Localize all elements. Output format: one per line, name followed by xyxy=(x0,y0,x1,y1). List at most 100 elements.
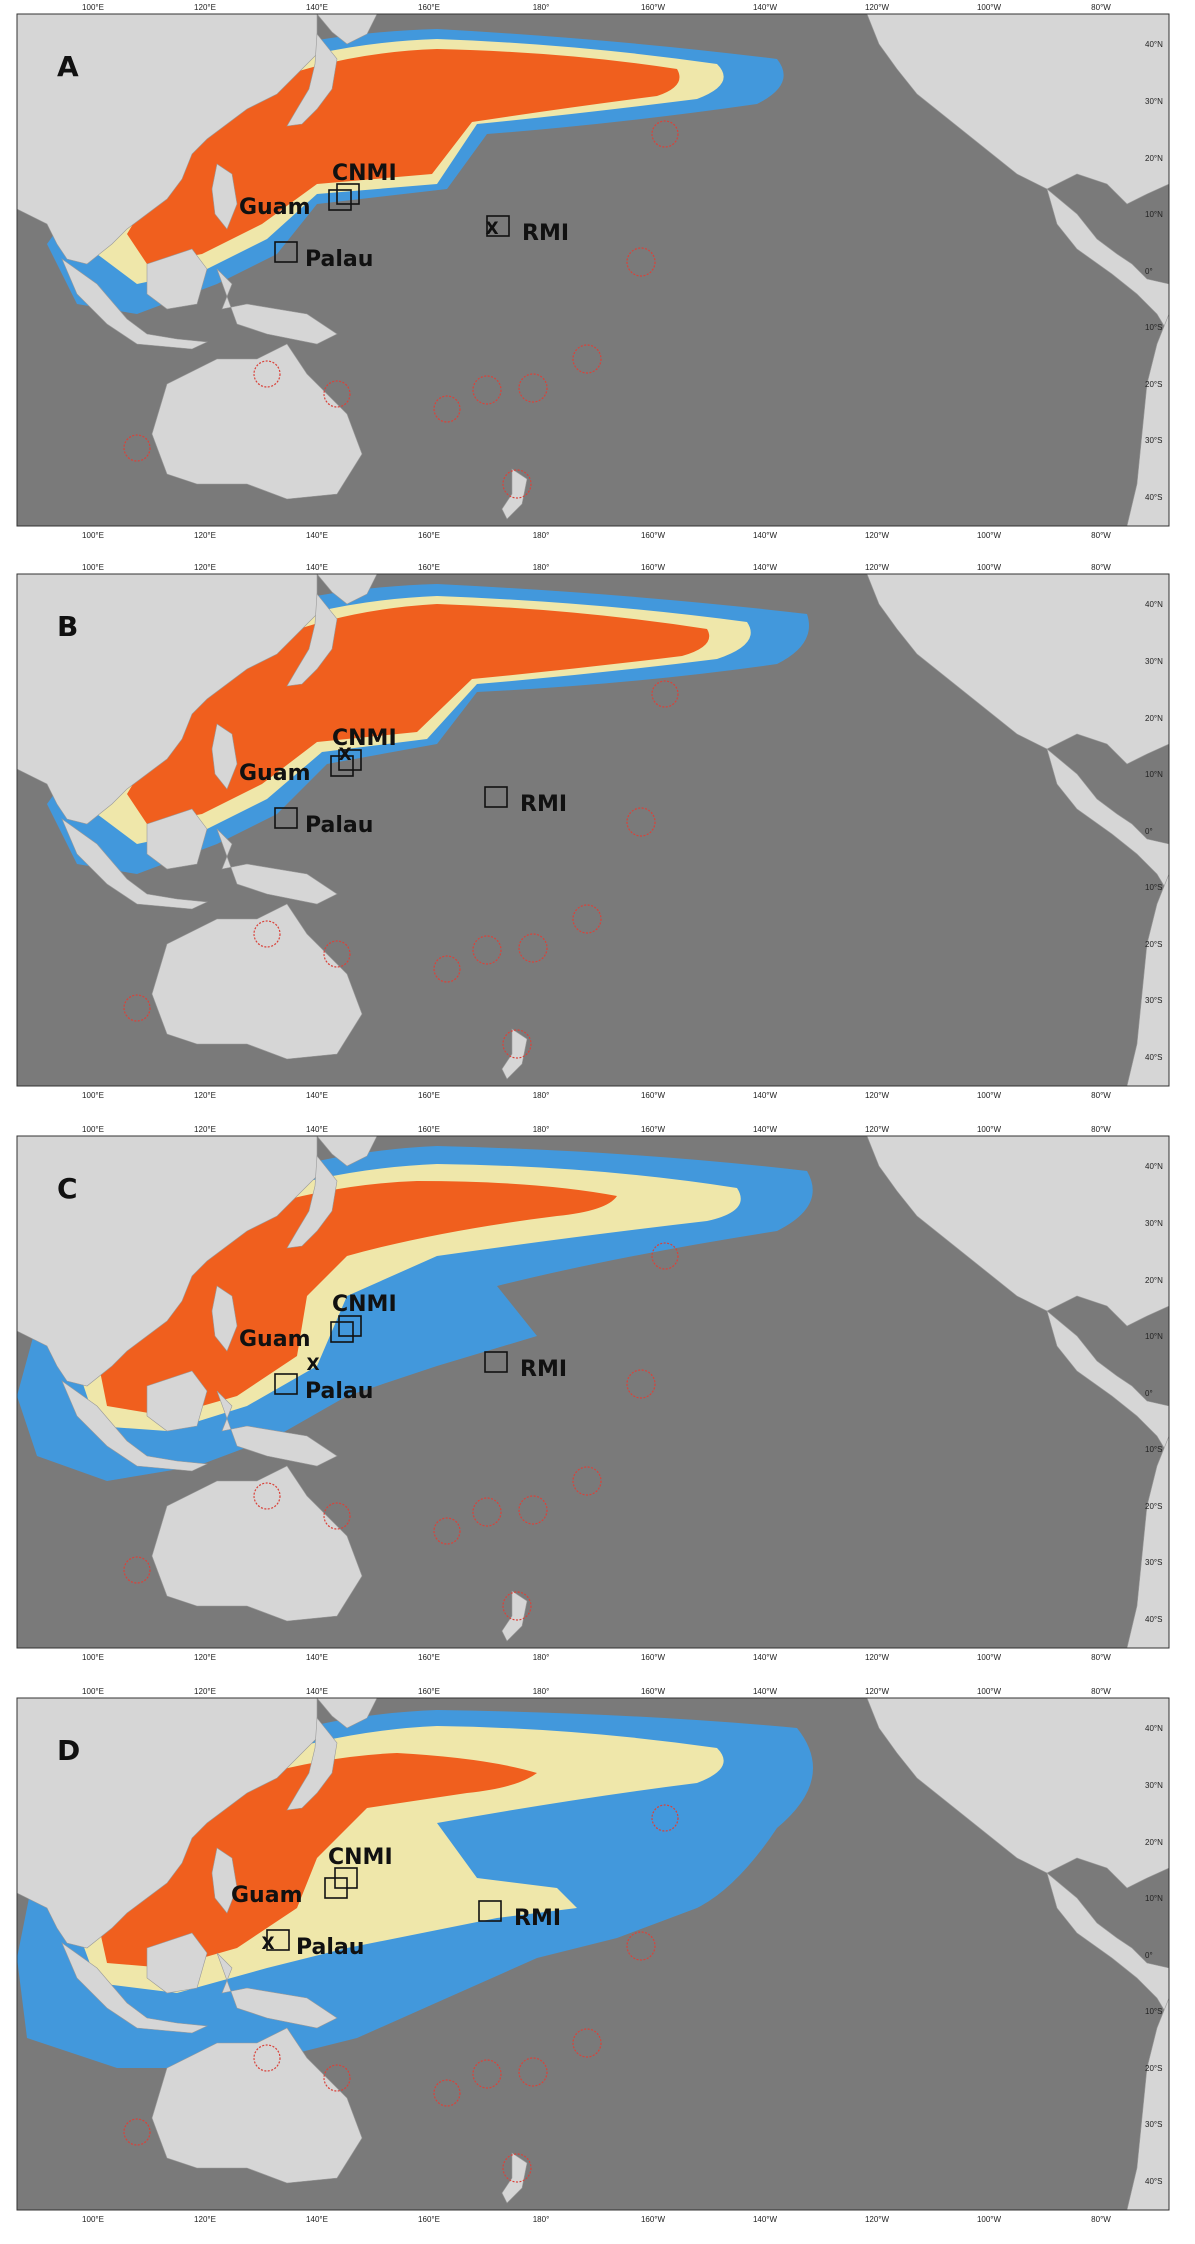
lon-tick-label: 120°W xyxy=(865,1091,890,1100)
lon-tick-label: 80°W xyxy=(1091,531,1111,540)
lon-tick-label: 180° xyxy=(533,1125,550,1134)
lat-tick-label: 40°N xyxy=(1145,600,1163,609)
site-label-rmi: RMI xyxy=(514,1906,561,1931)
eez-circle xyxy=(323,940,351,968)
lon-tick-label: 120°W xyxy=(865,2215,890,2224)
eez-circle xyxy=(572,1466,602,1496)
land-mass xyxy=(286,1155,338,1249)
site-label-cnmi: CNMI xyxy=(332,726,397,751)
land-mass xyxy=(146,808,208,870)
lon-tick-label: 80°W xyxy=(1091,1125,1111,1134)
map-svg: 100°E 100°E 120°E 120°E 140°E 140°E 160°E 160°E… xyxy=(16,3,1170,540)
land-mass xyxy=(211,163,238,230)
lon-tick-label: 120°W xyxy=(865,563,890,572)
site-box-guam xyxy=(330,755,354,777)
site-label-palau: Palau xyxy=(305,813,373,838)
lon-tick-label: 100°W xyxy=(977,531,1002,540)
lat-tick-label: 30°S xyxy=(1145,996,1162,1005)
lat-tick-label: 10°S xyxy=(1145,2007,1162,2016)
lat-tick-label: 10°N xyxy=(1145,770,1163,779)
lat-tick-label: 30°N xyxy=(1145,1781,1163,1790)
lon-tick-label: 140°W xyxy=(753,1653,778,1662)
land-mass xyxy=(146,248,208,310)
land-mass xyxy=(61,258,209,350)
eez-circle xyxy=(518,373,548,403)
site-box-palau xyxy=(274,1373,298,1395)
lon-tick-label: 160°W xyxy=(641,1687,666,1696)
lon-tick-label: 120°E xyxy=(194,3,216,12)
site-box-rmi xyxy=(484,1351,508,1373)
lat-tick-label: 20°S xyxy=(1145,2064,1162,2073)
density-high-region xyxy=(127,49,680,264)
eez-circle xyxy=(472,375,502,405)
eez-circle xyxy=(433,955,461,983)
land-mass xyxy=(151,2027,363,2184)
land-mass xyxy=(211,723,238,790)
lon-tick-label: 140°W xyxy=(753,2215,778,2224)
lat-tick-label: 10°N xyxy=(1145,210,1163,219)
lon-tick-label: 160°W xyxy=(641,1125,666,1134)
lon-tick-label: 140°E xyxy=(306,2215,328,2224)
eez-circle xyxy=(651,1804,679,1832)
lon-tick-label: 160°E xyxy=(418,563,440,572)
lat-tick-label: 40°N xyxy=(1145,1162,1163,1171)
site-box-palau xyxy=(274,241,298,263)
site-label-cnmi: CNMI xyxy=(332,161,397,186)
lat-tick-label: 30°S xyxy=(1145,1558,1162,1567)
lon-tick-label: 160°W xyxy=(641,531,666,540)
map-body xyxy=(17,1136,1169,1648)
lon-tick-label: 120°W xyxy=(865,1687,890,1696)
eez-circle xyxy=(123,2118,151,2146)
lon-tick-label: 160°E xyxy=(418,1653,440,1662)
lon-tick-label: 160°E xyxy=(418,2215,440,2224)
site-label-cnmi: CNMI xyxy=(328,1845,393,1870)
eez-circle xyxy=(433,1517,461,1545)
land-mass xyxy=(866,1698,1169,1889)
lon-tick-label: 160°E xyxy=(418,1687,440,1696)
map-body xyxy=(17,574,1169,1086)
lon-tick-label: 120°W xyxy=(865,1125,890,1134)
land-mass xyxy=(866,1136,1169,1327)
lat-tick-label: 40°N xyxy=(1145,1724,1163,1733)
map-body xyxy=(17,1698,1169,2210)
land-mass xyxy=(1126,1435,1169,1648)
site-box-rmi xyxy=(486,215,510,237)
lat-tick-label: 20°N xyxy=(1145,1838,1163,1847)
lon-tick-label: 120°E xyxy=(194,1687,216,1696)
site-label-rmi: RMI xyxy=(520,1357,567,1382)
site-label-guam: Guam xyxy=(239,761,311,786)
lon-tick-label: 180° xyxy=(533,1653,550,1662)
lon-tick-label: 100°E xyxy=(82,2215,104,2224)
site-label-guam: Guam xyxy=(231,1883,303,1908)
lon-tick-label: 140°E xyxy=(306,563,328,572)
lat-tick-label: 10°S xyxy=(1145,323,1162,332)
panel-letter: D xyxy=(57,1734,80,1767)
land-mass xyxy=(1046,188,1169,335)
eez-circle xyxy=(651,680,679,708)
lon-tick-label: 100°W xyxy=(977,1091,1002,1100)
map-svg: 100°E 100°E 120°E 120°E 140°E 140°E 160°E 160°E… xyxy=(16,563,1170,1100)
lat-tick-label: 0° xyxy=(1145,1389,1153,1398)
land-mass xyxy=(286,593,338,687)
land-mass xyxy=(316,1136,378,1167)
lat-tick-label: 20°N xyxy=(1145,1276,1163,1285)
land-mass xyxy=(1046,1310,1169,1457)
eez-circle xyxy=(472,1497,502,1527)
map-panel-c: 100°E 100°E 120°E 120°E 140°E 140°E 160°E 160°E… xyxy=(0,1122,1195,1682)
site-label-guam: Guam xyxy=(239,1327,311,1352)
lon-tick-label: 100°W xyxy=(977,3,1002,12)
panel-letter: B xyxy=(57,610,78,643)
land-mass xyxy=(501,1590,528,1642)
lon-tick-label: 140°W xyxy=(753,1687,778,1696)
lat-tick-label: 20°N xyxy=(1145,714,1163,723)
lon-tick-label: 120°E xyxy=(194,1125,216,1134)
site-box-rmi xyxy=(484,786,508,808)
lat-tick-label: 20°S xyxy=(1145,940,1162,949)
eez-circle xyxy=(323,2064,351,2092)
site-box-guam xyxy=(330,1321,354,1343)
lon-tick-label: 100°E xyxy=(82,531,104,540)
land-mass xyxy=(17,574,318,825)
lon-tick-label: 100°E xyxy=(82,1091,104,1100)
lat-tick-label: 10°S xyxy=(1145,883,1162,892)
lon-tick-label: 160°E xyxy=(418,1125,440,1134)
